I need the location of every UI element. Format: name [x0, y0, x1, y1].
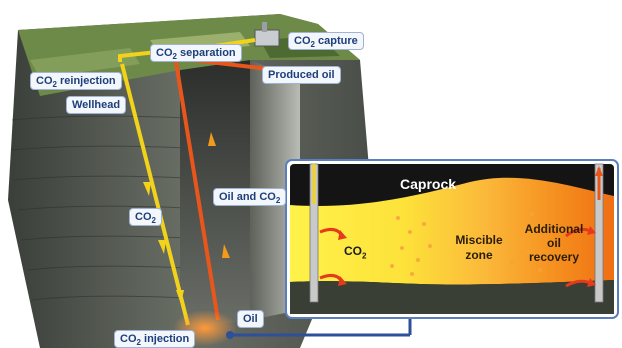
- oil-label: Oil: [237, 310, 264, 328]
- co2-separation-label: CO2 separation: [150, 44, 242, 62]
- additional-oil-recovery-label: Additional oil recovery: [524, 222, 584, 264]
- caprock-label: Caprock: [400, 176, 457, 192]
- inset-co2-label: CO2: [344, 244, 367, 261]
- produced-oil-label: Produced oil: [262, 66, 341, 84]
- co2-reinjection-label: CO2 reinjection: [30, 72, 122, 90]
- oil-and-co2-label: Oil and CO2: [213, 188, 287, 206]
- co2-label: CO2: [129, 208, 162, 226]
- co2-injection-label: CO2 injection: [114, 330, 196, 348]
- miscible-zone-label: Miscible zone: [455, 233, 503, 262]
- wellhead-label: Wellhead: [66, 96, 127, 114]
- co2-capture-label: CO2 capture: [288, 32, 364, 50]
